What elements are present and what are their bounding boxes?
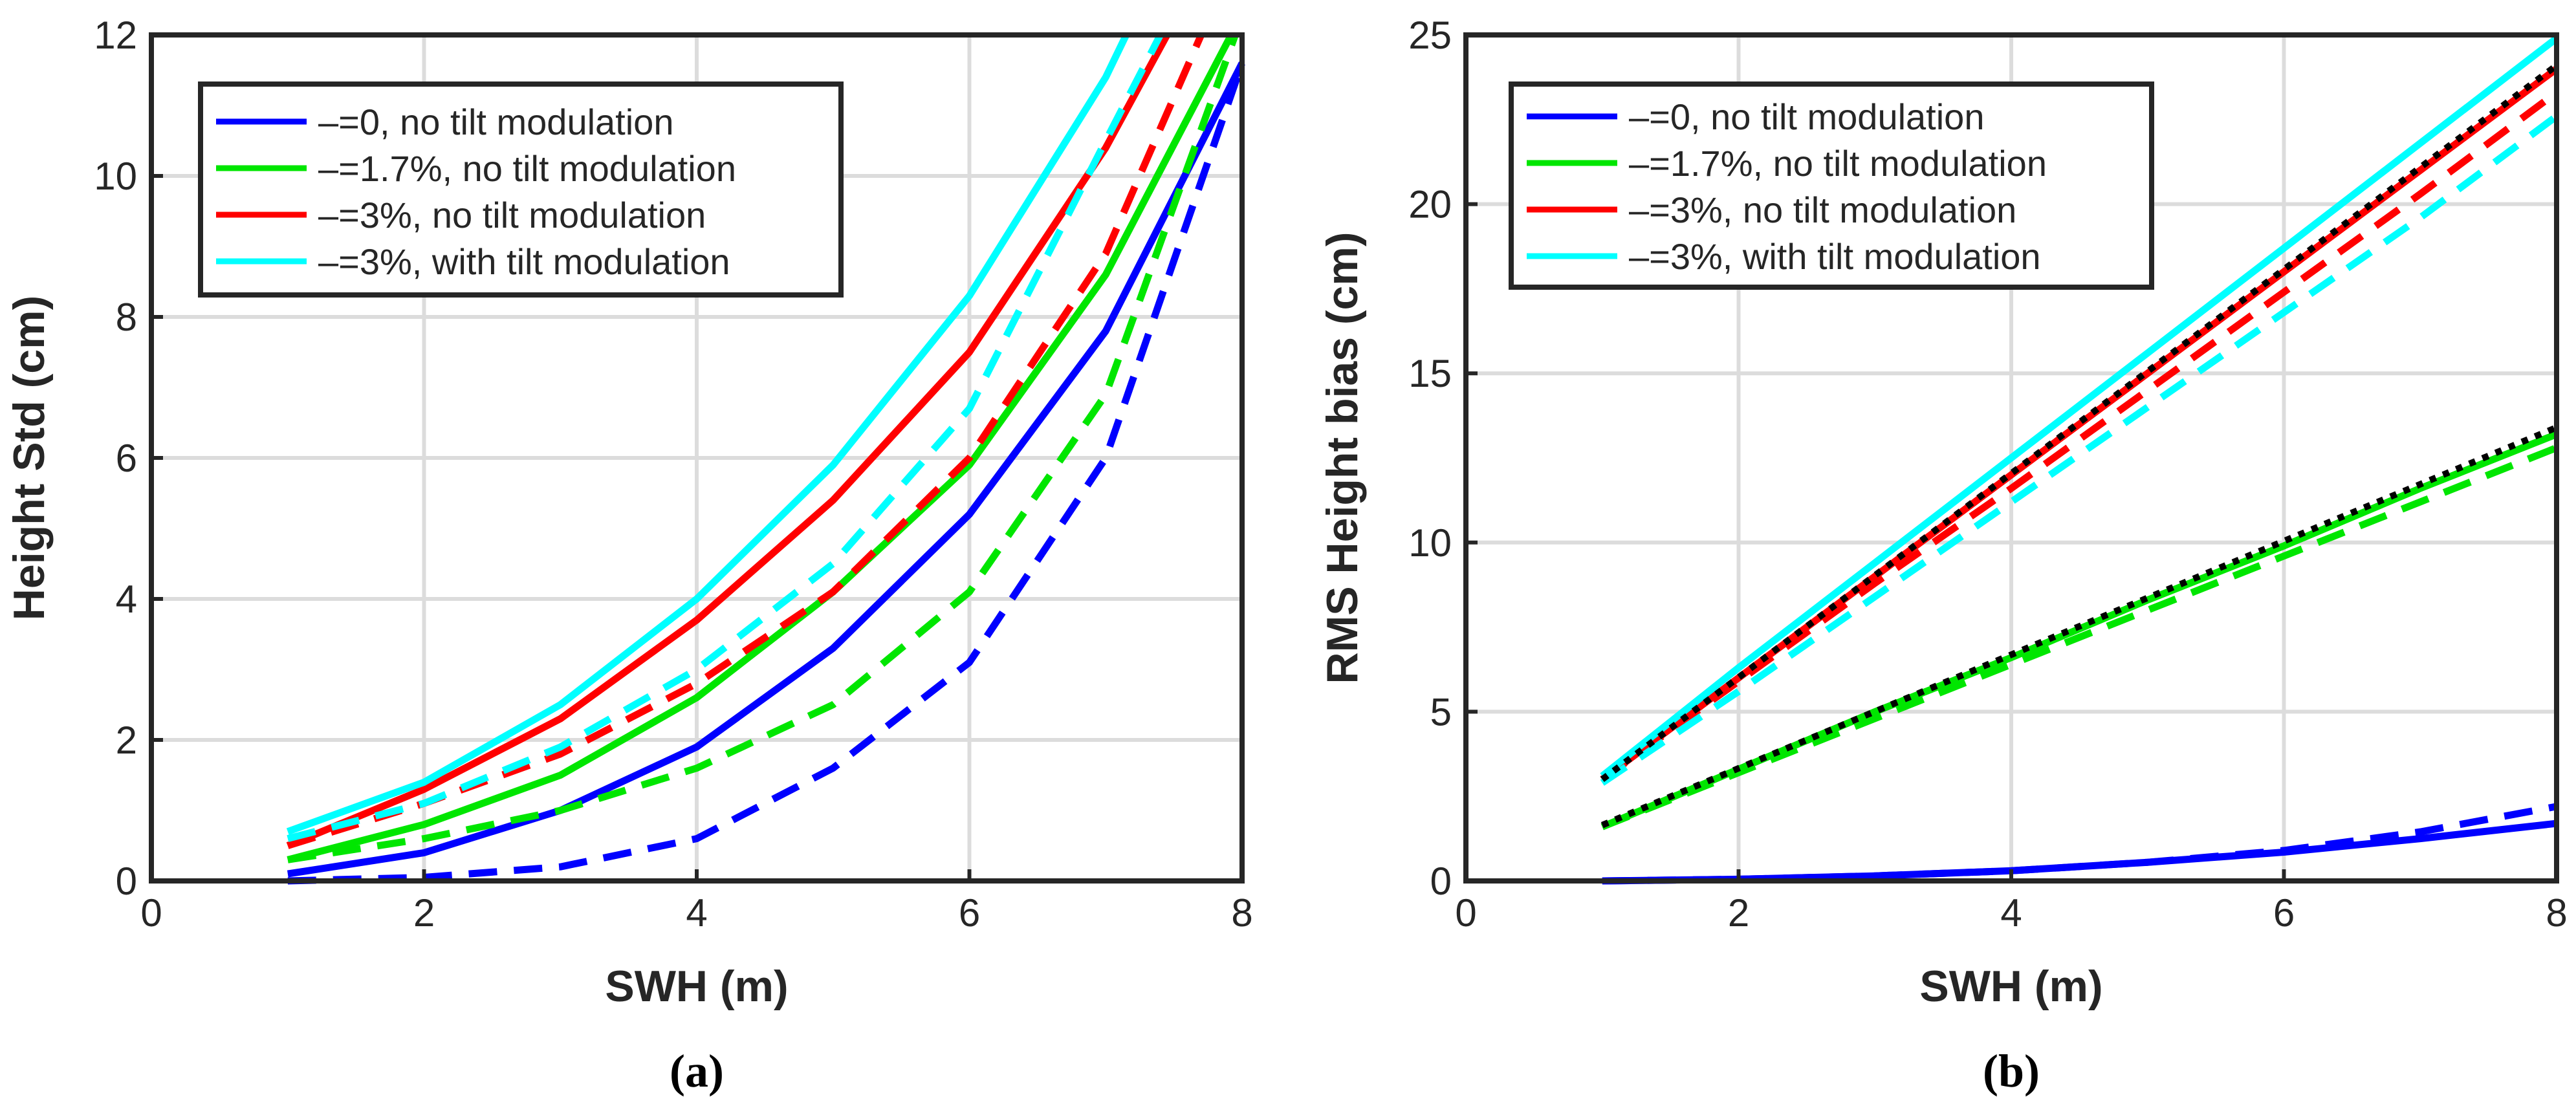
y-ticks-b: 0 5 10 15 20 25: [1408, 14, 1478, 903]
series-line-b-9: [1600, 424, 2558, 829]
y-tick-label: 0: [1430, 860, 1452, 903]
y-tick-label: 2: [116, 719, 137, 762]
legend-a: –=0, no tilt modulation –=1.7%, no tilt …: [198, 81, 844, 298]
y-tick-label: 25: [1408, 14, 1452, 57]
legend-box-a: [198, 81, 844, 298]
y-axis-label-b: RMS Height bias (cm): [1318, 232, 1367, 684]
panel-label-b: (b): [1983, 1045, 2040, 1097]
x-axis-label-a: SWH (m): [605, 962, 788, 1011]
x-ticks-a: 0 2 4 6 8: [140, 869, 1253, 935]
x-tick-label: 4: [2000, 891, 2022, 935]
series-line-b-6: [1600, 35, 2559, 779]
x-tick-label: 0: [140, 891, 162, 935]
series-line-b-3: [1600, 444, 2559, 830]
series-line-b-7: [1600, 113, 2559, 786]
series-line-a-4: [286, 33, 1170, 849]
legend-box-b: [1509, 81, 2154, 290]
series-line-a-2: [287, 33, 1234, 863]
y-tick-label: 20: [1408, 183, 1452, 226]
series-line-a-6: [286, 33, 1130, 835]
legend-entry-b-3: –=3%, with tilt modulation: [1629, 236, 2041, 277]
panel-b: 0 5 10 15 20 25 0 2 4 6 8 RMS Height bias (cm) SW…: [1318, 14, 2568, 1097]
series-line-a-0: [287, 61, 1245, 878]
legend-entry-b-0: –=0, no tilt modulation: [1629, 96, 1984, 137]
legend-b: –=0, no tilt modulation –=1.7%, no tilt …: [1509, 81, 2154, 290]
y-tick-label: 4: [116, 578, 137, 621]
x-tick-label: 6: [959, 891, 980, 935]
x-tick-label: 6: [2273, 891, 2295, 935]
x-tick-label: 2: [1728, 891, 1749, 935]
series-line-a-5: [287, 33, 1205, 849]
series-line-a-3: [287, 34, 1239, 863]
y-tick-label: 0: [116, 860, 137, 903]
series-line-a-1: [287, 61, 1246, 885]
x-axis-label-b: SWH (m): [1919, 962, 2102, 1011]
y-tick-label: 8: [116, 296, 137, 339]
x-tick-label: 8: [1231, 891, 1252, 935]
panel-label-a: (a): [670, 1045, 724, 1097]
legend-entry-a-2: –=3%, no tilt modulation: [318, 195, 706, 235]
legend-entry-b-2: –=3%, no tilt modulation: [1629, 190, 2016, 230]
y-tick-label: 5: [1430, 690, 1452, 733]
y-ticks-a: 0 2 4 6 8 10 12: [94, 14, 163, 903]
x-tick-label: 0: [1455, 891, 1476, 935]
y-tick-label: 10: [94, 155, 137, 198]
y-tick-label: 15: [1408, 352, 1452, 395]
series-line-b-5: [1600, 89, 2559, 783]
x-ticks-b: 0 2 4 6 8: [1455, 869, 2568, 935]
x-tick-label: 8: [2546, 891, 2567, 935]
series-a: [286, 33, 1246, 885]
legend-entry-a-3: –=3%, with tilt modulation: [318, 241, 730, 282]
y-tick-label: 12: [94, 14, 137, 57]
y-tick-label: 10: [1408, 521, 1452, 565]
legend-entry-a-0: –=0, no tilt modulation: [318, 102, 673, 142]
x-tick-label: 4: [686, 891, 707, 935]
legend-entry-b-1: –=1.7%, no tilt modulation: [1629, 143, 2047, 184]
y-axis-label-a: Height Std (cm): [5, 296, 54, 620]
x-tick-label: 2: [413, 891, 435, 935]
y-tick-label: 6: [116, 437, 137, 480]
legend-entry-a-1: –=1.7%, no tilt modulation: [318, 148, 736, 189]
